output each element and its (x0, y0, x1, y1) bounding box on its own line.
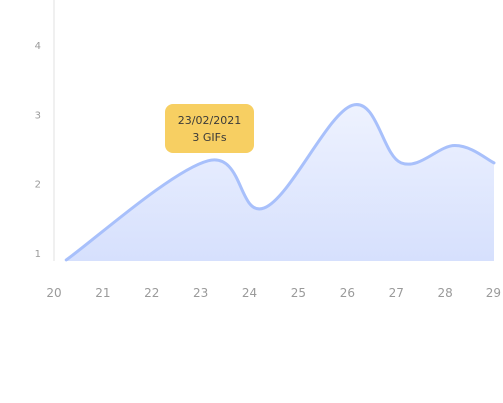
x-tick-label: 24 (242, 286, 257, 300)
tooltip-background (165, 104, 254, 153)
y-tick-label: 2 (35, 180, 41, 191)
area-fill (66, 104, 494, 262)
y-tick-label: 1 (35, 249, 41, 260)
tooltip-value: 3 GIFs (192, 131, 227, 144)
x-tick-label: 25 (291, 286, 306, 300)
x-tick-label: 27 (389, 286, 404, 300)
tooltip: 23/02/2021 3 GIFs (165, 104, 254, 153)
x-tick-label: 29 (486, 286, 501, 300)
x-tick-label: 23 (193, 286, 208, 300)
x-tick-label: 28 (437, 286, 452, 300)
x-tick-label: 22 (144, 286, 159, 300)
x-tick-label: 26 (340, 286, 355, 300)
x-tick-label: 20 (46, 286, 61, 300)
x-tick-label: 21 (95, 286, 110, 300)
y-tick-label: 3 (35, 110, 41, 121)
series-line (64, 103, 496, 262)
y-tick-label: 4 (35, 41, 41, 52)
tooltip-date: 23/02/2021 (178, 114, 241, 127)
